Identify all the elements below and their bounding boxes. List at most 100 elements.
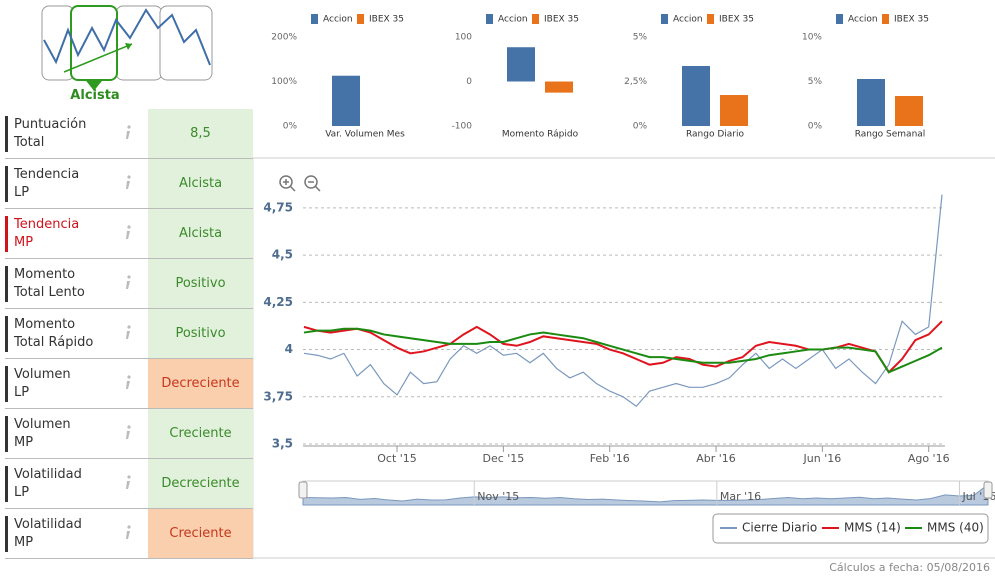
legend-swatch [661, 14, 668, 24]
row-value: Creciente [148, 409, 253, 458]
y-tick-label: 100% [271, 77, 297, 87]
series-line [303, 194, 943, 408]
row-value: 8,5 [148, 109, 253, 158]
navigator-handle[interactable] [983, 481, 993, 499]
info-icon[interactable] [123, 125, 133, 141]
legend-swatch [357, 14, 364, 24]
row-label: Puntuación Total [5, 116, 124, 152]
y-tick-label: 4,75 [263, 200, 293, 214]
score-row: Tendencia LP Alcista [5, 159, 253, 209]
legend-swatch [532, 14, 539, 24]
row-value: Positivo [148, 309, 253, 358]
legend-swatch [882, 14, 889, 24]
legend-label: IBEX 35 [719, 15, 754, 25]
x-tick-label: Jun '16 [803, 452, 842, 465]
legend-label: Accion [848, 15, 878, 25]
y-tick-label: 4,5 [272, 248, 293, 262]
row-value: Creciente [148, 509, 253, 558]
info-icon[interactable] [123, 525, 133, 541]
navigator-label: Mar '16 [720, 490, 761, 503]
y-tick-label: 0% [283, 122, 298, 132]
bar [682, 66, 710, 126]
legend-label: IBEX 35 [544, 15, 579, 25]
y-tick-label: 0% [808, 122, 823, 132]
y-tick-label: 10% [802, 33, 822, 43]
y-tick-label: 5% [808, 77, 823, 87]
row-value: Alcista [148, 209, 253, 258]
legend-label[interactable]: MMS (40) [927, 521, 984, 535]
legend-label: IBEX 35 [894, 15, 929, 25]
bar [332, 75, 360, 126]
legend-swatch [486, 14, 493, 24]
score-row: Tendencia MP Alcista [5, 209, 253, 259]
info-icon[interactable] [123, 175, 133, 191]
y-tick-label: 0% [633, 122, 648, 132]
series-line [303, 327, 943, 374]
row-value: Alcista [148, 159, 253, 208]
legend-label: Accion [673, 15, 703, 25]
info-icon[interactable] [123, 475, 133, 491]
row-value: Positivo [148, 259, 253, 308]
icon-label: Alcista [70, 88, 120, 103]
navigator-handle[interactable] [298, 481, 308, 499]
row-label: Tendencia MP [5, 216, 124, 252]
bar [857, 79, 885, 126]
x-category-label: Momento Rápido [502, 130, 579, 140]
x-tick-label: Abr '16 [696, 452, 736, 465]
legend-swatch [707, 14, 714, 24]
x-category-label: Rango Semanal [855, 130, 926, 140]
info-icon[interactable] [123, 375, 133, 391]
bar [507, 47, 535, 82]
x-tick-label: Dec '15 [482, 452, 524, 465]
info-icon[interactable] [123, 225, 133, 241]
y-tick-label: 200% [271, 33, 297, 43]
score-row: Volumen MP Creciente [5, 409, 253, 459]
row-label: Tendencia LP [5, 166, 124, 202]
x-category-label: Rango Diario [686, 130, 745, 140]
legend-swatch [311, 14, 318, 24]
legend [712, 513, 989, 544]
info-icon[interactable] [123, 425, 133, 441]
legend-label: Accion [498, 15, 528, 25]
row-label: Volumen MP [5, 416, 124, 452]
legend-swatch [836, 14, 843, 24]
row-label: Volatilidad MP [5, 516, 124, 552]
row-label: Volumen LP [5, 366, 124, 402]
y-tick-label: 3,75 [263, 389, 293, 403]
score-row: Volatilidad MP Creciente [5, 509, 253, 559]
navigator-label: Nov '15 [477, 490, 519, 503]
x-tick-label: Ago '16 [908, 452, 950, 465]
bar [720, 95, 748, 126]
row-value: Decreciente [148, 459, 253, 508]
row-label: Momento Total Rápido [5, 316, 124, 352]
x-tick-label: Oct '15 [377, 452, 417, 465]
x-category-label: Var. Volumen Mes [325, 130, 405, 140]
y-tick-label: 0 [466, 77, 472, 87]
score-row: Volatilidad LP Decreciente [5, 459, 253, 509]
score-row: Momento Total Rápido Positivo [5, 309, 253, 359]
info-icon[interactable] [123, 275, 133, 291]
row-label: Momento Total Lento [5, 266, 124, 302]
score-row: Volumen LP Decreciente [5, 359, 253, 409]
y-tick-label: 2,5% [624, 77, 647, 87]
score-row: Puntuación Total 8,5 [5, 109, 253, 159]
bar [895, 96, 923, 126]
legend-label: Accion [323, 15, 353, 25]
legend-label[interactable]: MMS (14) [844, 521, 901, 535]
y-tick-label: -100 [452, 122, 473, 132]
footer: Cálculos a fecha: 05/08/2016 [829, 561, 990, 574]
y-tick-label: 100 [455, 33, 472, 43]
legend-label[interactable]: Cierre Diario [742, 521, 817, 535]
row-label: Volatilidad LP [5, 466, 124, 502]
x-tick-label: Feb '16 [590, 452, 630, 465]
row-value: Decreciente [148, 359, 253, 408]
zoom-in[interactable] [279, 175, 296, 192]
y-tick-label: 3,5 [272, 437, 293, 451]
legend-label: IBEX 35 [369, 15, 404, 25]
y-tick-label: 4,25 [263, 295, 293, 309]
zoom-out[interactable] [304, 175, 321, 192]
info-icon[interactable] [123, 325, 133, 341]
